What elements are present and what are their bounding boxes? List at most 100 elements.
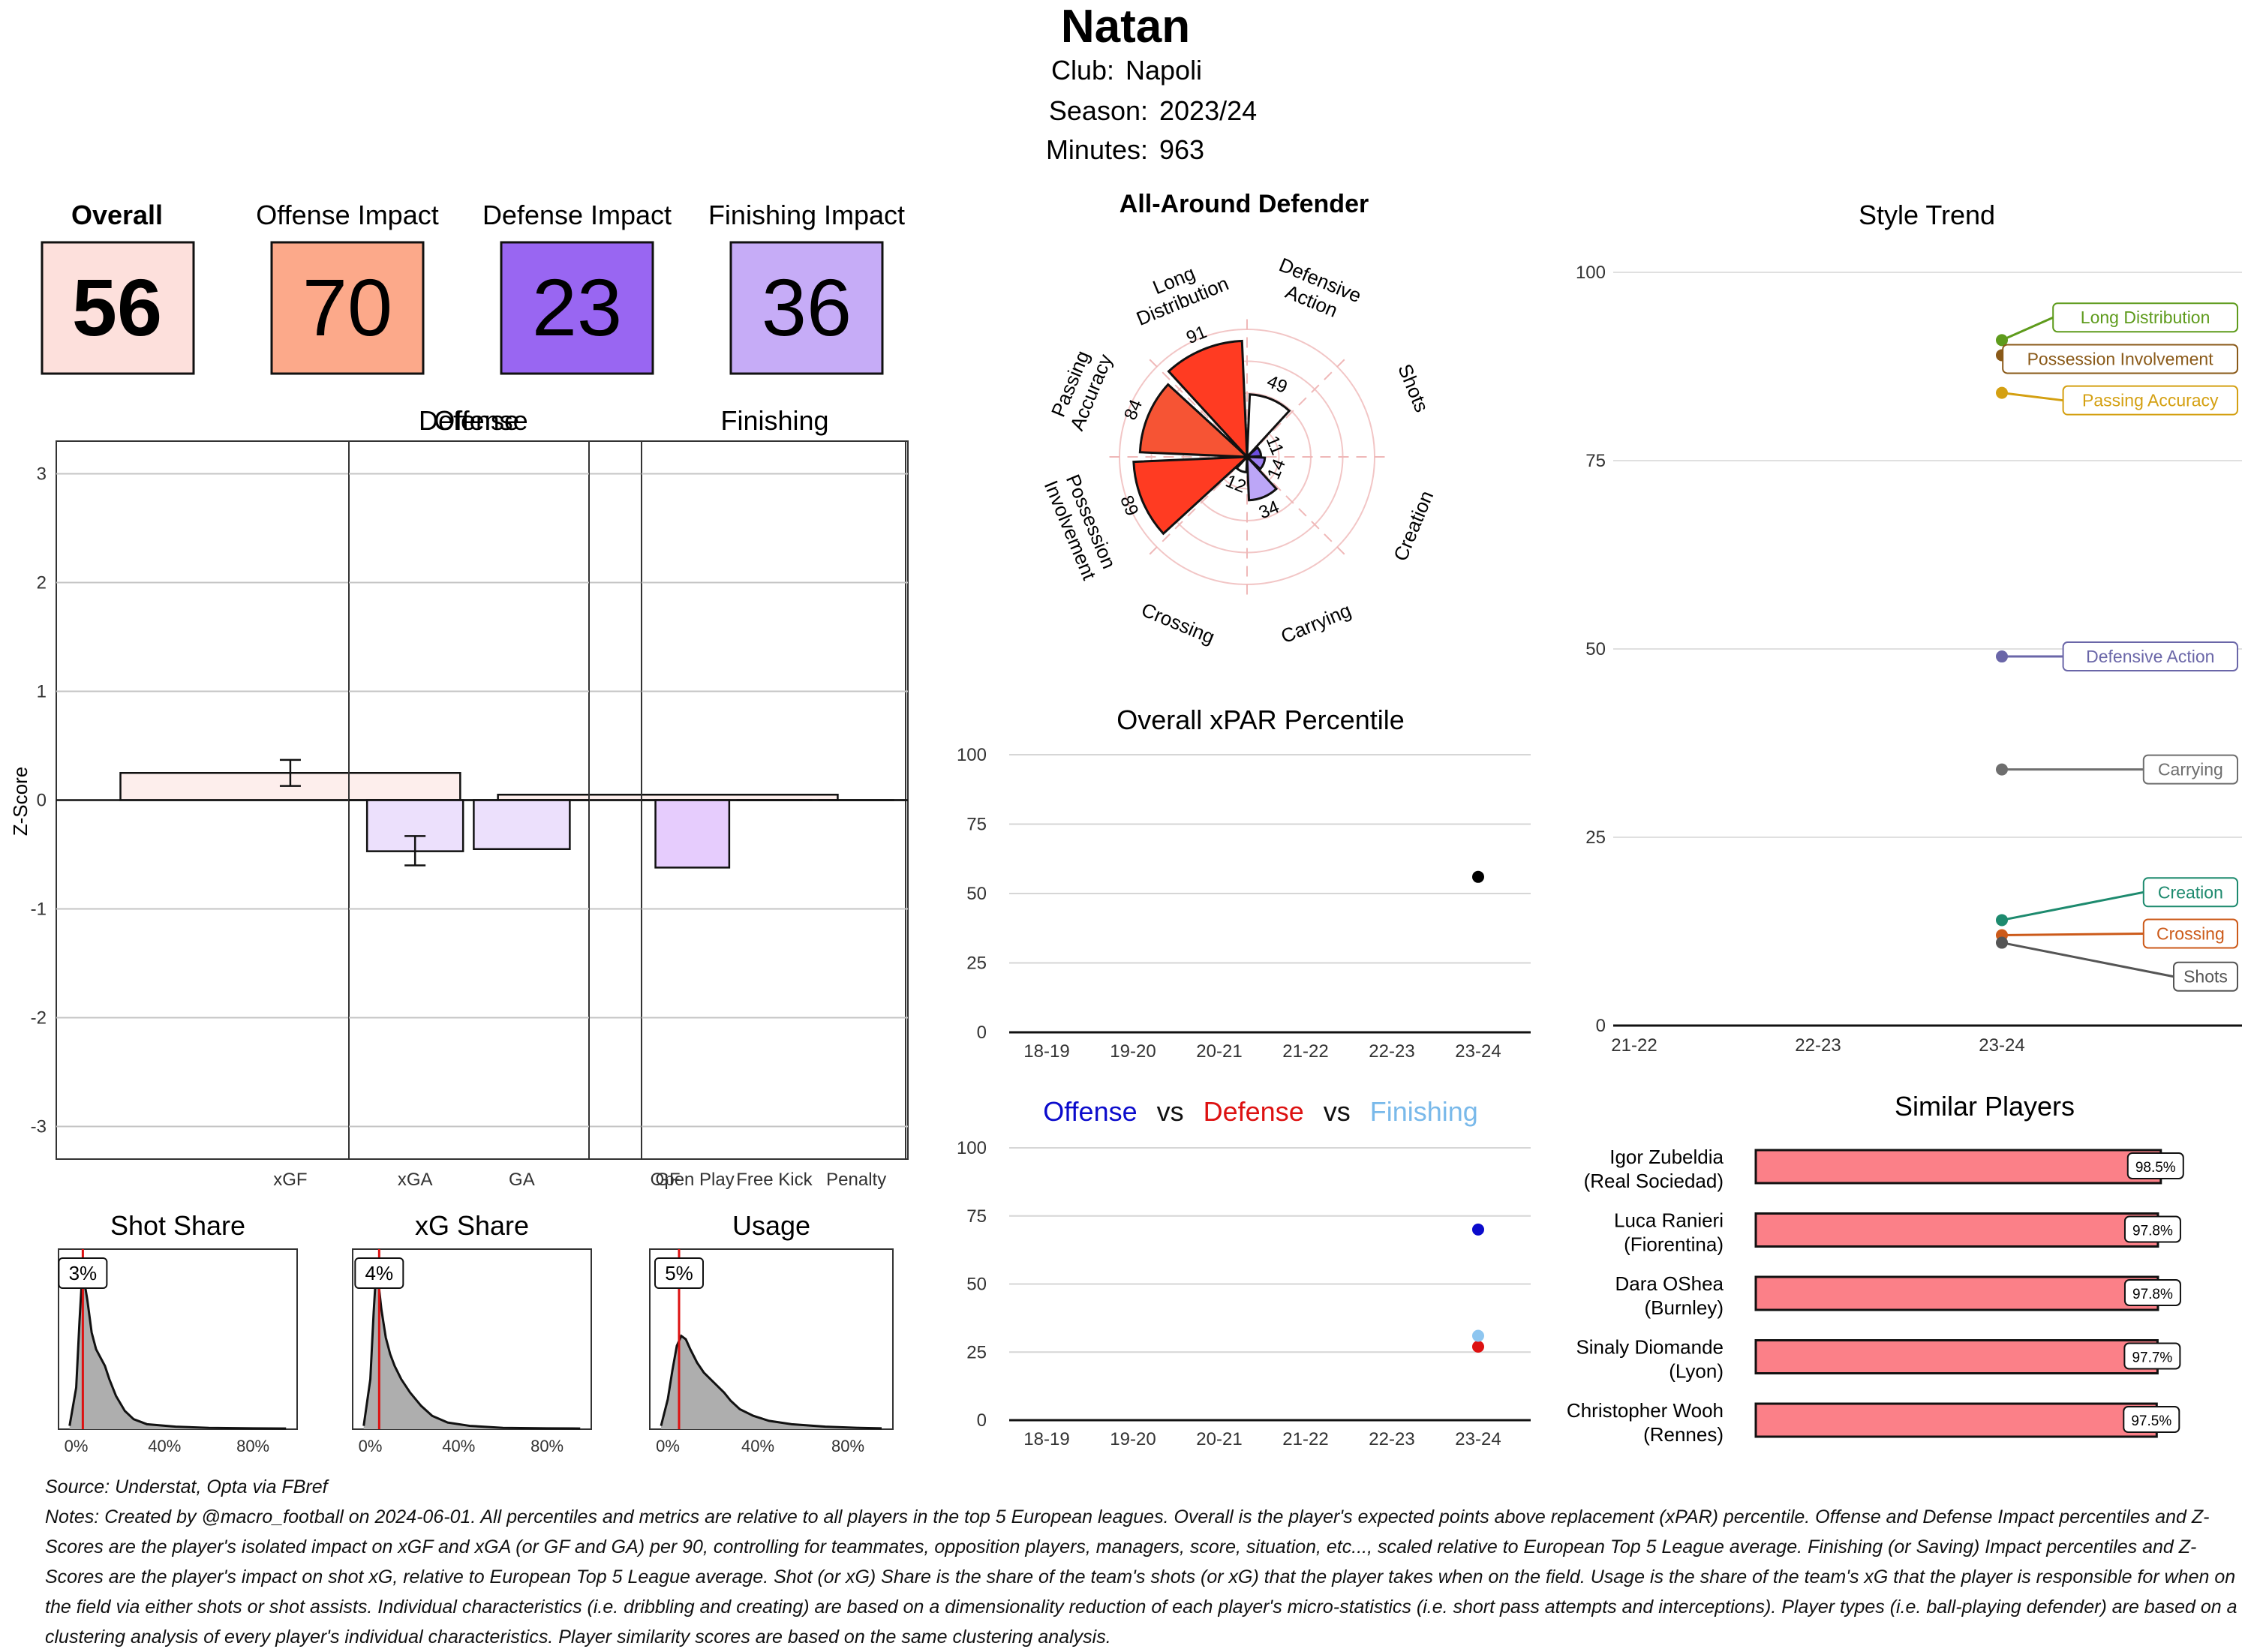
similarity-bar (1756, 1341, 2157, 1374)
similar-players-title: Similar Players (1895, 1091, 2075, 1122)
zscore-bar-ga (473, 800, 570, 849)
style-series-label: Defensive Action (2086, 647, 2214, 666)
xpar-x-tick: 20-21 (1196, 1041, 1242, 1062)
similarity-label: 97.5% (2131, 1413, 2171, 1429)
polar-category-label: Crossing (1138, 598, 1218, 648)
club-value: Napoli (1126, 55, 1202, 86)
ovd-x-tick: 19-20 (1110, 1429, 1156, 1449)
polar-value-label: 84 (1120, 397, 1147, 423)
density-area (661, 1336, 882, 1429)
style-point (1996, 387, 2008, 399)
similar-player-row: Christopher Wooh(Rennes)97.5% (1567, 1399, 2179, 1446)
similarity-bar (1756, 1214, 2158, 1247)
density-x-tick: 40% (148, 1437, 181, 1455)
polar-bar-possession-involvement (1134, 457, 1247, 533)
style-y-tick: 75 (1585, 451, 1606, 471)
similar-player-club: (Rennes) (1643, 1423, 1724, 1446)
similarity-bar (1756, 1404, 2156, 1437)
xpar-y-tick: 50 (966, 884, 987, 904)
xpar-x-tick: 22-23 (1369, 1041, 1414, 1062)
similar-player-club: (Lyon) (1669, 1360, 1724, 1383)
ovd-title-vs-1: vs (1157, 1096, 1184, 1127)
style-series-label: Creation (2158, 882, 2223, 902)
polar-chart-title: All-Around Defender (1119, 190, 1369, 218)
style-y-tick: 100 (1576, 263, 1606, 283)
similar-player-row: Igor Zubeldia(Real Sociedad)98.5% (1584, 1146, 2183, 1192)
style-x-tick: 22-23 (1795, 1035, 1841, 1056)
minutes-value: 963 (1159, 134, 1204, 165)
ovd-title-defense: Defense (1204, 1096, 1304, 1127)
polar-category-label: DefensiveAction (1267, 253, 1365, 328)
similarity-label: 97.7% (2132, 1350, 2172, 1366)
style-y-tick: 25 (1585, 828, 1606, 848)
zscore-tick-label: Open Play (651, 1170, 735, 1190)
zscore-y-tick: 2 (37, 573, 47, 593)
player-value-label: 4% (365, 1262, 394, 1284)
xpar-x-tick: 23-24 (1455, 1041, 1501, 1062)
style-x-tick: 23-24 (1979, 1035, 2024, 1056)
density-x-tick: 40% (741, 1437, 774, 1455)
style-point (1996, 914, 2008, 926)
zscore-y-tick: -1 (31, 900, 47, 920)
density-x-tick: 40% (442, 1437, 475, 1455)
polar-category-label: Carrying (1278, 599, 1354, 647)
score-label-overall: Overall (71, 200, 163, 230)
similar-player-club: (Fiorentina) (1624, 1233, 1724, 1256)
similarity-label: 97.8% (2132, 1224, 2173, 1239)
score-label-defense: Defense Impact (482, 200, 672, 230)
zscore-panel-title: Defense (419, 405, 519, 436)
score-tile-finishing: Finishing Impact 36 (708, 200, 905, 374)
style-series-label: Passing Accuracy (2082, 391, 2219, 410)
season-value: 2023/24 (1159, 95, 1257, 126)
style-series-label: Long Distribution (2081, 308, 2210, 327)
density-title: Usage (732, 1210, 810, 1241)
similar-player-row: Luca Ranieri(Fiorentina) 97.8% (1614, 1209, 2180, 1256)
zscore-tick-label: GA (509, 1170, 535, 1190)
xpar-y-tick: 25 (966, 954, 987, 974)
style-leader-line (2002, 393, 2063, 401)
ovd-x-tick: 21-22 (1282, 1429, 1328, 1449)
similar-player-club: (Burnley) (1645, 1296, 1724, 1319)
ovd-y-tick: 100 (957, 1138, 987, 1158)
season-label: Season: (1049, 95, 1148, 126)
style-series-crossing: Crossing (1996, 920, 2237, 948)
density-x-tick: 80% (236, 1437, 269, 1455)
style-point (1996, 764, 2008, 776)
similarity-bar (1756, 1150, 2161, 1183)
xpar-y-tick: 75 (966, 815, 987, 835)
zscore-ylabel: Z-Score (9, 767, 32, 836)
ovd-x-tick: 22-23 (1369, 1429, 1414, 1449)
density-x-tick: 80% (530, 1437, 564, 1455)
density-x-tick: 0% (656, 1437, 680, 1455)
xpar-x-tick: 19-20 (1110, 1041, 1156, 1062)
source-note: Source: Understat, Opta via FBref (45, 1472, 2243, 1502)
zscore-tick-label: Penalty (826, 1170, 886, 1190)
score-value-finishing: 36 (762, 262, 852, 353)
zscore-tick-label: xGA (398, 1170, 433, 1190)
polar-bar-chart: All-Around Defender 49DefensiveAction11S… (1040, 190, 1438, 648)
xpar-x-tick: 18-19 (1023, 1041, 1069, 1062)
similar-player-name: Sinaly Diomande (1576, 1336, 1724, 1359)
zscore-y-tick: 1 (37, 682, 47, 702)
style-series-passing-accuracy: Passing Accuracy (1996, 386, 2237, 415)
polar-category-label: PassingAccuracy (1044, 342, 1116, 434)
ovd-y-tick: 25 (966, 1342, 987, 1362)
polar-category-label: LongDistribution (1125, 251, 1232, 330)
style-point (1996, 937, 2008, 949)
xpar-point (1472, 871, 1484, 883)
zscore-y-tick: 3 (37, 464, 47, 485)
ovd-x-tick: 18-19 (1023, 1429, 1069, 1449)
ovd-title-finishing: Finishing (1370, 1096, 1478, 1127)
style-x-tick: 21-22 (1611, 1035, 1657, 1056)
xpar-chart-title: Overall xPAR Percentile (1116, 704, 1404, 735)
ovd-point-finishing (1472, 1329, 1484, 1341)
similar-player-row: Sinaly Diomande(Lyon) 97.7% (1576, 1336, 2180, 1383)
similar-player-name: Luca Ranieri (1614, 1209, 1724, 1232)
score-label-finishing: Finishing Impact (708, 200, 905, 230)
